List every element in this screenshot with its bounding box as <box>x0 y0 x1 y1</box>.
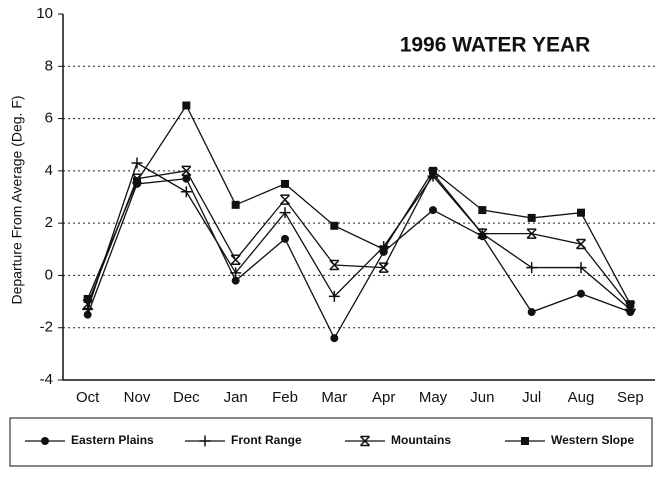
marker <box>279 194 291 205</box>
marker <box>429 166 437 175</box>
chart-title: 1996 WATER YEAR <box>400 34 591 57</box>
x-tick-label: Sep <box>617 389 644 406</box>
marker <box>429 206 437 215</box>
marker <box>329 259 340 271</box>
y-tick-label: 2 <box>45 214 53 231</box>
x-tick-label: Jan <box>224 389 248 406</box>
marker <box>231 276 240 285</box>
marker <box>182 101 191 110</box>
marker <box>378 262 389 273</box>
x-tick-label: Dec <box>173 389 200 406</box>
y-tick-label: -2 <box>40 319 53 336</box>
marker <box>230 254 241 265</box>
marker <box>182 174 191 183</box>
marker <box>330 334 339 343</box>
marker <box>575 238 587 250</box>
x-tick-label: Mar <box>321 389 347 406</box>
legend-marker <box>359 435 371 447</box>
marker <box>577 208 585 217</box>
marker <box>379 245 388 254</box>
legend-label: Mountains <box>391 433 451 447</box>
marker <box>478 206 487 215</box>
series-line <box>87 170 631 308</box>
marker <box>330 221 339 230</box>
marker <box>281 234 289 243</box>
legend-marker <box>199 435 211 447</box>
marker <box>575 262 587 274</box>
marker <box>181 165 192 177</box>
y-tick-label: 10 <box>36 5 53 22</box>
legend-marker <box>41 437 49 445</box>
legend-label: Eastern Plains <box>71 433 154 447</box>
marker <box>577 289 585 298</box>
legend-marker <box>521 437 529 445</box>
marker <box>626 300 635 309</box>
legend-box <box>9 417 653 467</box>
marker <box>230 267 242 279</box>
marker <box>231 200 240 209</box>
x-tick-label: Aug <box>568 389 595 406</box>
x-tick-label: May <box>419 389 448 406</box>
series-line <box>87 104 631 305</box>
marker <box>281 179 289 188</box>
marker <box>133 177 141 186</box>
marker <box>82 298 93 310</box>
marker <box>279 207 291 219</box>
y-tick-label: 4 <box>45 162 53 179</box>
series-line <box>87 178 631 340</box>
x-tick-label: Nov <box>124 389 151 406</box>
marker <box>477 228 488 239</box>
y-tick-label: 0 <box>45 266 53 283</box>
marker <box>527 308 536 317</box>
marker <box>131 157 143 169</box>
y-tick-label: 6 <box>45 110 53 127</box>
x-tick-label: Jun <box>470 389 494 406</box>
marker <box>328 290 340 302</box>
legend-label: Front Range <box>231 433 302 447</box>
marker <box>180 186 192 198</box>
x-tick-label: Jul <box>522 389 541 406</box>
marker <box>527 213 536 222</box>
x-tick-label: Apr <box>372 389 395 406</box>
series-line <box>87 162 631 310</box>
marker <box>526 262 538 274</box>
x-tick-label: Feb <box>272 389 298 406</box>
marker <box>83 294 92 303</box>
legend-label: Western Slope <box>551 433 634 447</box>
marker <box>526 228 537 239</box>
y-axis-label: Departure From Average (Deg. F) <box>9 95 25 304</box>
y-tick-label: 8 <box>45 57 53 74</box>
y-tick-label: -4 <box>40 371 53 388</box>
x-tick-label: Oct <box>76 389 100 406</box>
